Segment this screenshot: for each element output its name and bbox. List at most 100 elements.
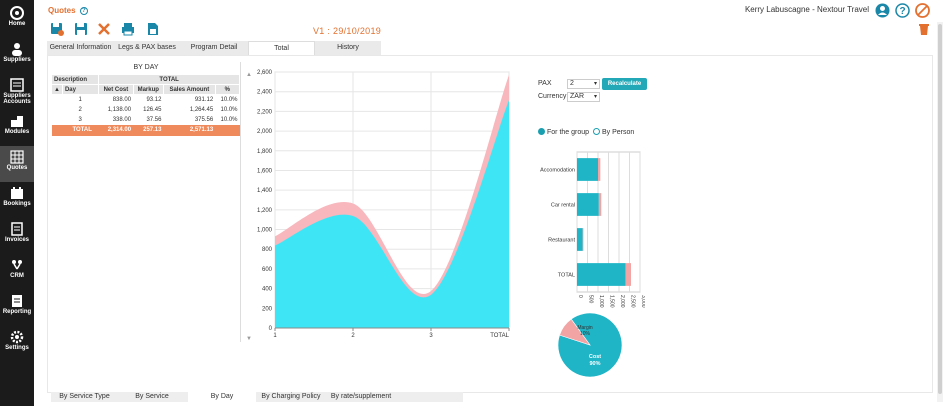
category-label: Car rental xyxy=(551,203,575,209)
cell-percent: 10.0% xyxy=(220,106,238,113)
tab-by-day[interactable]: By Day xyxy=(188,392,256,402)
currency-label: Currency xyxy=(538,93,567,100)
y-tick-label: 1,400 xyxy=(257,188,273,194)
column-header-day[interactable]: Day xyxy=(61,84,100,95)
page-title-text: Quotes xyxy=(48,6,76,15)
tab-general-information[interactable]: General Information xyxy=(47,41,114,55)
x-tick-label: 1 xyxy=(273,333,277,339)
save-check-icon[interactable] xyxy=(50,22,64,36)
sidebar-item-quotes[interactable]: Quotes xyxy=(0,146,34,182)
sidebar-item-settings[interactable]: Settings xyxy=(0,326,34,362)
tab-by-service-type[interactable]: By Service Type xyxy=(59,393,110,400)
sidebar: Home Suppliers Suppliers Accounts Module… xyxy=(0,0,34,406)
document-icon[interactable] xyxy=(146,22,160,36)
tab-legs-pax-bases[interactable]: Legs & PAX bases xyxy=(114,41,180,55)
x-tick-label: 3 xyxy=(429,333,433,339)
tab-by-charging-policy[interactable]: By Charging Policy xyxy=(261,393,321,400)
help-small-icon[interactable]: ? xyxy=(79,7,88,15)
vertical-scrollbar[interactable] xyxy=(937,22,943,402)
tab-by-rate-supplement[interactable]: By rate/supplement xyxy=(330,393,392,400)
table-row[interactable]: 3 338.00 37.56 375.56 10.0% xyxy=(52,115,240,125)
save-icon[interactable] xyxy=(74,22,88,36)
x-tick-label: TOTAL xyxy=(490,333,509,339)
bar-cost xyxy=(577,228,583,251)
column-header-net-cost[interactable]: Net Cost xyxy=(98,84,134,95)
quotes-icon xyxy=(10,150,24,164)
cancel-circle-icon[interactable] xyxy=(915,3,930,18)
column-header-percent[interactable]: % xyxy=(214,84,241,95)
invoices-icon xyxy=(11,222,23,236)
bookings-icon xyxy=(11,187,23,199)
y-tick-label: 400 xyxy=(262,287,273,293)
table-row[interactable]: 1 838.00 93.12 931.12 10.0% xyxy=(52,95,240,105)
sidebar-item-label: Bookings xyxy=(3,201,31,207)
cell-percent: 10.0% xyxy=(220,116,238,123)
recalculate-button[interactable]: Recalculate xyxy=(602,78,647,90)
currency-select[interactable]: ZAR xyxy=(567,92,600,102)
sidebar-item-reporting[interactable]: Reporting xyxy=(0,290,34,326)
column-header-sales-amount[interactable]: Sales Amount xyxy=(162,84,216,95)
sidebar-item-modules[interactable]: Modules xyxy=(0,110,34,146)
supplier-accounts-icon xyxy=(10,78,24,92)
pie-label-cost: Cost xyxy=(589,354,601,360)
y-tick-label: 2,600 xyxy=(257,70,273,76)
sidebar-item-suppliers-accounts[interactable]: Suppliers Accounts xyxy=(0,74,34,110)
trash-icon[interactable] xyxy=(917,22,931,36)
tab-total[interactable]: Total xyxy=(248,41,315,55)
sidebar-item-label: Modules xyxy=(4,129,30,135)
crm-icon xyxy=(12,260,22,270)
bar-margin xyxy=(598,158,601,181)
sort-icon[interactable]: ▲ xyxy=(51,84,63,95)
sidebar-item-home[interactable]: Home xyxy=(0,2,34,38)
x-tick-label: 0 xyxy=(577,295,583,298)
scrollbar-thumb[interactable] xyxy=(938,24,942,394)
y-tick-label: 2,200 xyxy=(257,109,273,115)
y-tick-label: 1,800 xyxy=(257,149,273,155)
reporting-icon xyxy=(12,295,22,307)
cell-sales-amount: 1,264.45 xyxy=(189,106,214,113)
y-tick-label: 2,000 xyxy=(257,129,273,135)
close-icon[interactable] xyxy=(97,22,111,36)
cell-markup: 93.12 xyxy=(146,96,162,103)
bar-cost xyxy=(577,158,598,181)
radio-label: By Person xyxy=(602,129,635,136)
help-icon[interactable]: ? xyxy=(895,3,910,18)
x-tick-label: 1,500 xyxy=(609,295,615,308)
settings-icon xyxy=(10,330,24,344)
pie-value-margin: 10% xyxy=(580,331,591,337)
bar-margin xyxy=(598,193,602,216)
tab-by-service[interactable]: By Service xyxy=(135,393,169,400)
cell-day: 2 xyxy=(78,106,82,113)
cell-total-markup: 257.13 xyxy=(133,124,164,136)
print-icon[interactable] xyxy=(121,22,135,36)
cell-total-sales: 2,571.13 xyxy=(163,124,216,136)
y-tick-label: 200 xyxy=(262,306,273,312)
suppliers-icon xyxy=(12,43,22,56)
table-total-row: TOTAL 2,314.00 257.13 2,571.13 xyxy=(51,124,240,136)
radio-label: For the group xyxy=(547,129,590,136)
radio-by-person[interactable]: By Person xyxy=(593,128,634,136)
radio-for-the-group[interactable]: For the group xyxy=(538,128,589,136)
sidebar-item-crm[interactable]: CRM xyxy=(0,254,34,290)
scroll-down-icon: ▼ xyxy=(246,336,252,342)
y-tick-label: 600 xyxy=(262,267,273,273)
version-label: V1 : 29/10/2019 xyxy=(313,26,382,36)
sidebar-item-invoices[interactable]: Invoices xyxy=(0,218,34,254)
sidebar-item-bookings[interactable]: Bookings xyxy=(0,182,34,218)
sidebar-item-label: Settings xyxy=(5,345,29,351)
sidebar-item-suppliers[interactable]: Suppliers xyxy=(0,38,34,74)
scroll-up-icon: ▲ xyxy=(246,72,252,78)
cell-net-cost: 1,138.00 xyxy=(107,106,132,113)
bar-margin xyxy=(582,228,584,251)
table-row[interactable]: 2 1,138.00 126.45 1,264.45 10.0% xyxy=(52,105,240,115)
column-header-markup[interactable]: Markup xyxy=(132,84,164,95)
modules-icon xyxy=(11,116,23,127)
pax-select[interactable]: 2 xyxy=(567,79,600,89)
user-profile-icon[interactable] xyxy=(875,3,890,18)
tab-program-detail[interactable]: Program Detail xyxy=(180,41,248,55)
y-tick-label: 1,600 xyxy=(257,168,273,174)
cell-total-percent xyxy=(215,124,240,136)
sidebar-item-label: Suppliers xyxy=(3,57,31,63)
y-tick-label: 1,000 xyxy=(257,228,273,234)
tab-history[interactable]: History xyxy=(315,41,381,55)
